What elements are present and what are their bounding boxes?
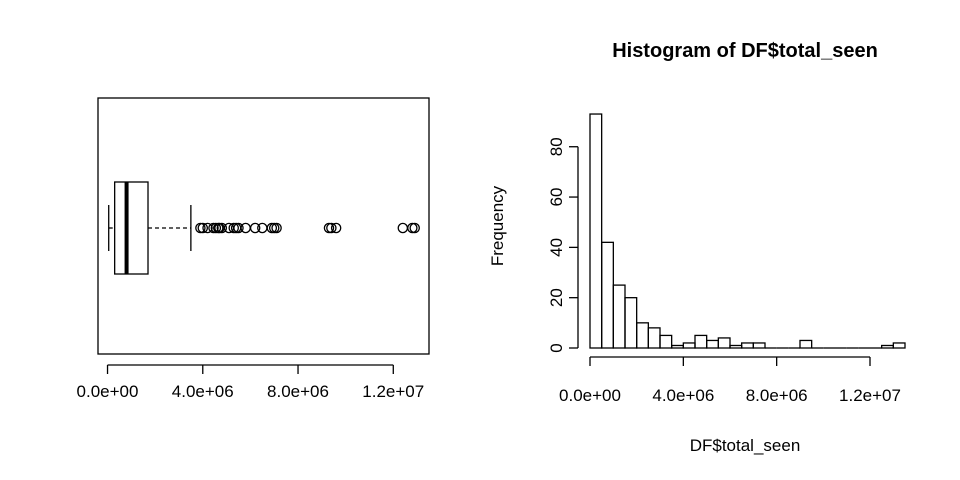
histogram-y-tick-label: 0	[547, 343, 566, 352]
histogram-bar	[706, 339, 719, 349]
boxplot-x-tick-label: 4.0e+06	[172, 382, 234, 401]
outlier-point	[202, 222, 213, 234]
histogram-bar	[729, 344, 743, 349]
outlier-point	[397, 222, 409, 234]
boxplot-frame	[97, 97, 430, 355]
histogram-title: Histogram of DF$total_seen	[612, 40, 878, 62]
outlier-point	[330, 222, 342, 234]
histogram-bar	[589, 113, 603, 349]
histogram-bar	[671, 344, 684, 349]
histogram-x-tick-label: 1.2e+07	[839, 386, 901, 405]
histogram-bar	[682, 342, 696, 349]
outlier-point	[216, 222, 228, 234]
outlier-point	[326, 222, 337, 234]
histogram-bar	[694, 334, 708, 349]
histogram-y-tick-label: 40	[547, 238, 566, 257]
histogram-bar	[659, 334, 673, 349]
outlier-point	[271, 222, 282, 234]
outlier-point	[240, 222, 251, 234]
histogram-bar	[752, 342, 766, 349]
histogram-x-tick-label: 0.0e+00	[559, 386, 621, 405]
histogram-x-tick-label: 8.0e+06	[746, 386, 808, 405]
boxplot-x-tick-label: 8.0e+06	[267, 382, 329, 401]
histogram-bar	[647, 327, 661, 349]
outlier-point	[233, 222, 244, 234]
histogram-bar	[612, 284, 626, 349]
histogram-bar	[741, 342, 754, 349]
outlier-point	[257, 222, 268, 234]
histogram-y-axis-label: Frequency	[488, 185, 507, 266]
histogram-bar	[881, 344, 894, 349]
histogram-y-tick-label: 20	[547, 288, 566, 307]
histogram-panel: Histogram of DF$total_seen 0.0e+00 4.0e+0…	[488, 40, 906, 455]
outlier-point	[409, 222, 420, 234]
histogram-x-tick-label: 4.0e+06	[652, 386, 714, 405]
histogram-bar	[799, 339, 813, 349]
histogram-bar	[892, 342, 906, 349]
histogram-bar	[717, 337, 731, 349]
histogram-bar	[624, 297, 638, 349]
outlier-point	[197, 222, 209, 234]
histogram-x-axis-label: DF$total_seen	[690, 436, 801, 455]
boxplot-x-tick-label: 1.2e+07	[362, 382, 424, 401]
histogram-bar	[636, 322, 649, 349]
histogram-y-tick-label: 60	[547, 188, 566, 207]
outlier-point	[249, 222, 261, 234]
histogram-y-tick-label: 80	[547, 137, 566, 156]
boxplot-panel: 0.0e+00 4.0e+06 8.0e+06 1.2e+07	[77, 97, 430, 401]
iqr-box	[114, 181, 149, 275]
boxplot-x-tick-label: 0.0e+00	[77, 382, 139, 401]
histogram-bar	[601, 241, 614, 349]
